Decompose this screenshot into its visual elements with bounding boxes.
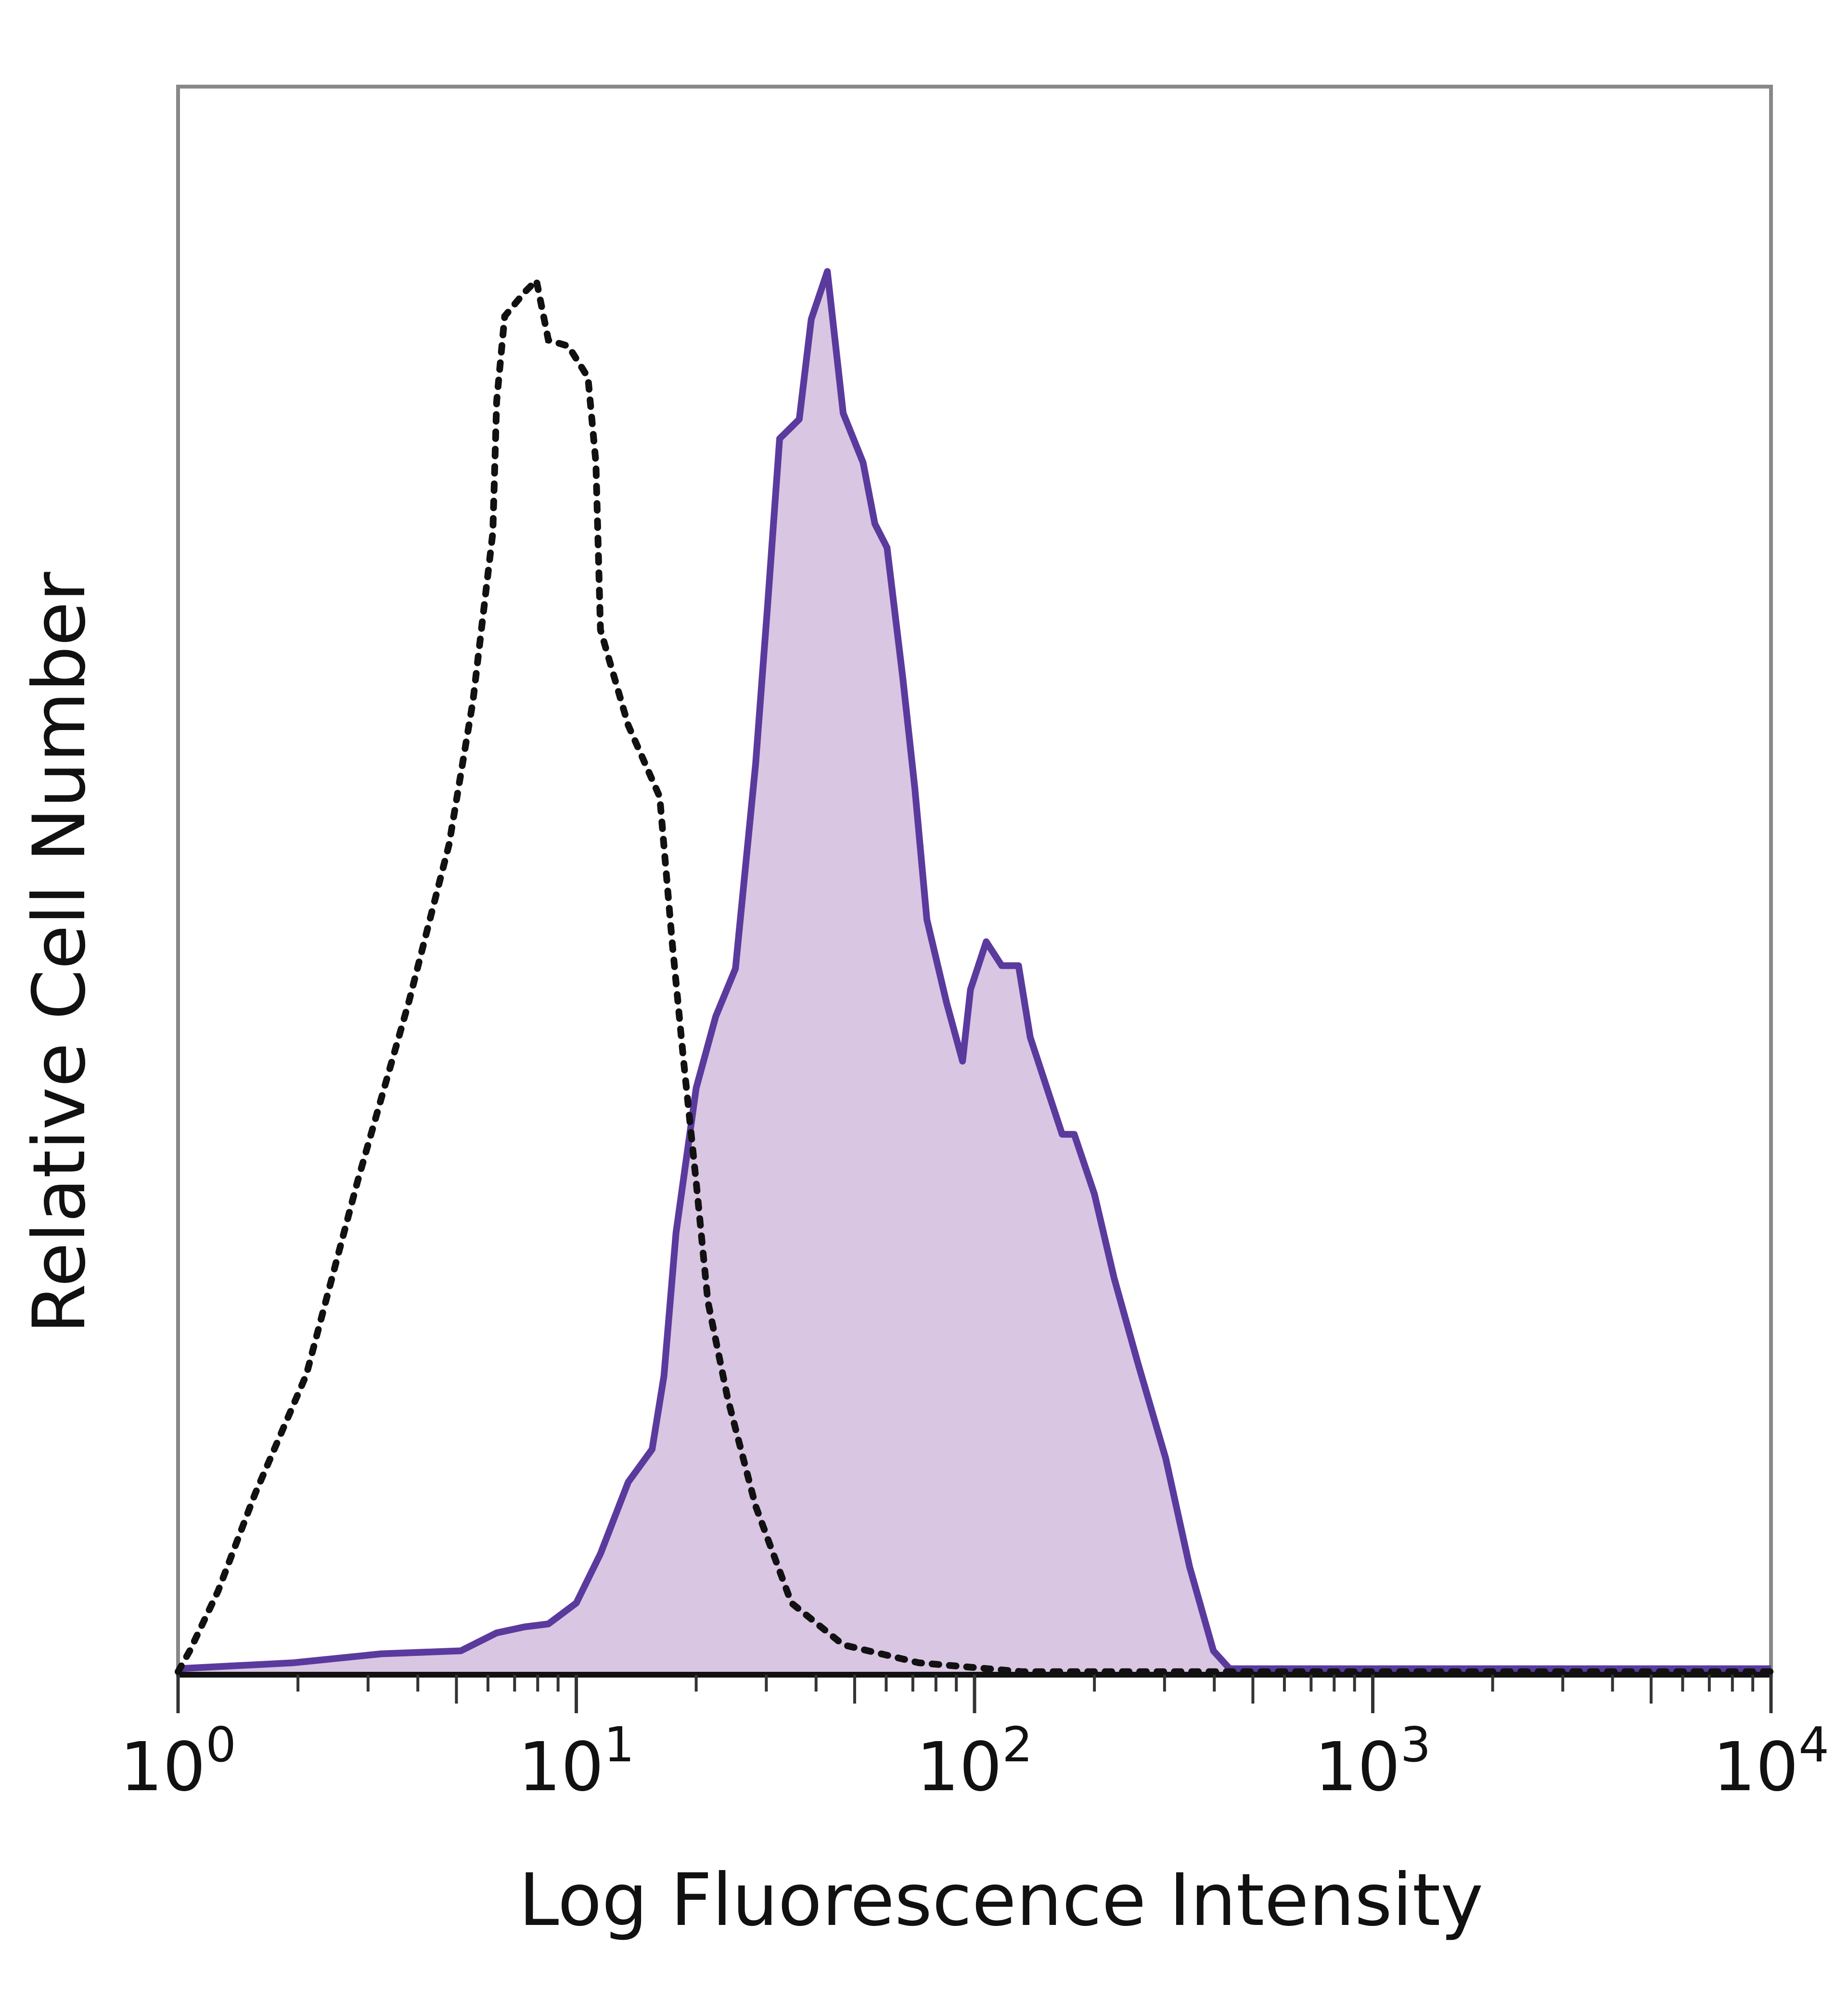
x-tick-label: 100 [120, 1717, 236, 1807]
x-tick-label: 104 [1713, 1717, 1829, 1807]
y-axis-label: Relative Cell Number [18, 572, 102, 1334]
x-axis-label: Log Fluorescence Intensity [519, 1859, 1483, 1942]
filled-histogram-area [178, 271, 1771, 1675]
x-tick-label: 102 [916, 1717, 1033, 1807]
x-tick-label: 103 [1315, 1717, 1431, 1807]
stained-histogram-line [178, 268, 1771, 1672]
control-histogram-line [175, 273, 1774, 1675]
x-tick-label: 101 [518, 1717, 635, 1807]
